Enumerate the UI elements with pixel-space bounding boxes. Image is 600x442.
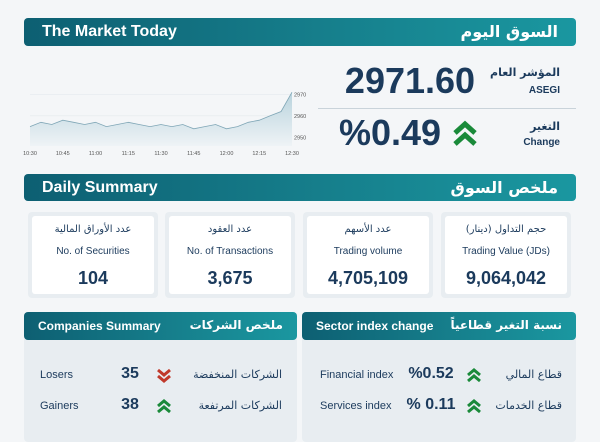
row-label-en: Financial index [320, 369, 394, 381]
up-chevron-icon [453, 120, 477, 146]
companies-title-ar: ملخص الشركات [189, 318, 283, 332]
change-label-ar: التغير [530, 120, 560, 133]
row-value: % 0.11 [406, 396, 456, 413]
x-tick-label: 12:15 [252, 151, 266, 157]
card-inner: عدد الأوراق المالية No. of Securities 104 [32, 216, 154, 294]
header-title-ar: السوق اليوم [460, 22, 558, 41]
card-inner: عدد الأسهم Trading volume 4,705,109 [307, 216, 429, 294]
card-value: 3,675 [207, 268, 253, 288]
card-value: 9,064,042 [465, 268, 547, 288]
y-tick-label: 2950 [294, 135, 306, 141]
row-label-en: Services index [320, 400, 392, 412]
area [30, 92, 292, 146]
companies-header: Companies Summary ملخص الشركات [24, 312, 297, 340]
line [29, 92, 293, 130]
card-label-en: No. of Securities [56, 246, 130, 257]
card-inner: حجم التداول (دينار) Trading Value (JDs) 9,… [445, 216, 567, 294]
row-value: 38 [121, 396, 139, 413]
card-label-en: Trading Value (JDs) [462, 246, 550, 257]
market-header: The Market Today السوق اليوم [24, 18, 576, 46]
summary-card: عدد العقود No. of Transactions 3,675 [165, 212, 295, 298]
card-label-ar: عدد الأوراق المالية [54, 224, 132, 235]
down-chevron-icon [157, 368, 171, 383]
daily-title-en: Daily Summary [42, 179, 158, 196]
y-tick-label: 2960 [294, 114, 306, 120]
companies-title-en: Companies Summary [38, 319, 161, 333]
separator [318, 108, 576, 109]
sectors-title-en: Sector index change [316, 319, 434, 333]
header-title-en: The Market Today [42, 23, 177, 40]
card-label-ar: عدد الأسهم [344, 224, 392, 235]
card-value: 4,705,109 [327, 268, 409, 288]
card-label-ar: حجم التداول (دينار) [465, 224, 547, 235]
row-value: %0.52 [408, 365, 454, 382]
x-tick-label: 10:45 [56, 151, 70, 157]
x-tick-label: 11:00 [89, 151, 102, 157]
page: {"header": {"title_en": "The Market Toda… [23, 18, 576, 442]
card-label-en: No. of Transactions [186, 246, 274, 257]
x-tick-label: 10:30 [23, 151, 37, 157]
card-label-en: Trading volume [333, 246, 403, 257]
row-label-ar: قطاع الخدمات [495, 399, 562, 412]
x-tick-label: 11:45 [187, 151, 200, 157]
change-label-en: Change [523, 137, 560, 148]
x-tick-label: 12:00 [220, 151, 234, 157]
row-label-en: Gainers [40, 400, 79, 412]
index-label-ar: المؤشر العام [490, 66, 560, 79]
up-chevron-icon [467, 368, 481, 383]
x-tick-label: 11:30 [154, 151, 167, 157]
index-label-en: ASEGI [528, 85, 560, 96]
up-chevron-icon [157, 399, 171, 414]
daily-title-ar: ملخص السوق [450, 178, 558, 197]
x-tick-label: 12:30 [285, 151, 299, 157]
index-value: 2971.60 [344, 60, 476, 101]
sectors-header: Sector index change نسبة التغير قطاعياً [302, 312, 576, 340]
row-label-ar: الشركات المرتفعة [198, 399, 282, 412]
row-value: 35 [121, 365, 139, 382]
up-chevron-icon [467, 399, 481, 414]
summary-card: عدد الأسهم Trading volume 4,705,109 [303, 212, 433, 298]
card-label-ar: عدد العقود [207, 224, 253, 235]
row-label-ar: الشركات المنخفضة [193, 368, 282, 381]
sectors-title-ar: نسبة التغير قطاعياً [450, 318, 562, 332]
summary-card: عدد الأوراق المالية No. of Securities 104 [28, 212, 158, 298]
row-label-en: Losers [40, 369, 74, 381]
y-tick-label: 2970 [294, 92, 306, 98]
x-tick-label: 11:15 [122, 151, 135, 157]
change-value: %0.49 [338, 112, 442, 153]
card-inner: عدد العقود No. of Transactions 3,675 [169, 216, 291, 294]
sparkline: 2950 2960 2970 10:30 10:45 11:00 11:15 11:30 11:… [23, 92, 306, 157]
row-label-ar: قطاع المالي [505, 368, 562, 381]
daily-header: Daily Summary ملخص السوق [24, 174, 576, 201]
card-value: 104 [77, 268, 109, 288]
summary-card: حجم التداول (دينار) Trading Value (JDs) 9,… [441, 212, 571, 298]
